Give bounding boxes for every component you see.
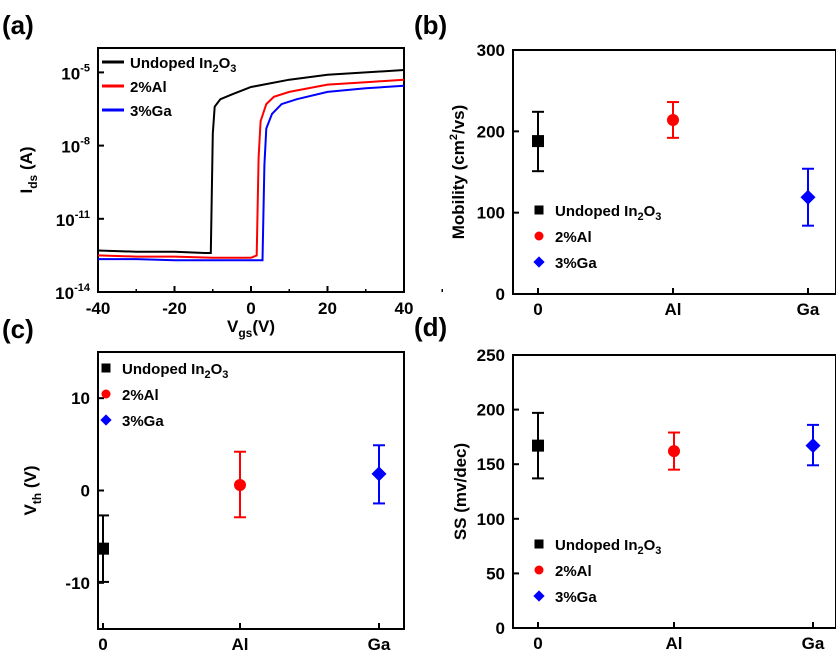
series-line-2 xyxy=(98,84,405,262)
x-tick-label: -40 xyxy=(86,299,111,318)
x-axis-title: Vgs(V) xyxy=(227,317,275,340)
x-tick-label: -20 xyxy=(162,299,187,318)
y-tick-label: 10-8 xyxy=(61,136,90,157)
y-tick-label: 300 xyxy=(477,41,505,60)
y-tick-label: 100 xyxy=(477,204,505,223)
legend-marker xyxy=(101,363,111,373)
y-tick-label: 250 xyxy=(477,346,505,365)
data-point xyxy=(667,113,679,126)
legend-label: 2%Al xyxy=(555,563,592,580)
panel-c: (c) -10 0 10 0 Al Ga Vth (V) Undoped In2O3 2%Al 3%… xyxy=(2,314,405,654)
legend-label: 3%Ga xyxy=(555,255,597,272)
x-tick-label: Ga xyxy=(802,634,825,653)
data-point xyxy=(97,542,109,555)
x-tick-label: Ga xyxy=(368,635,391,654)
x-tick-label: 0 xyxy=(533,634,542,653)
legend-label: 3%Ga xyxy=(122,413,164,430)
x-tick-label: Al xyxy=(665,300,682,319)
data-point xyxy=(234,478,246,491)
legend-marker xyxy=(533,256,545,268)
legend-marker xyxy=(101,389,111,399)
x-tick-label: 0 xyxy=(533,300,542,319)
panel-label: (a) xyxy=(2,10,34,40)
x-tick-label: Al xyxy=(232,635,249,654)
plot-frame xyxy=(512,49,836,295)
legend-label: Undoped In2O3 xyxy=(122,361,228,381)
y-tick-label: 100 xyxy=(477,510,505,529)
legend-label: Undoped In2O3 xyxy=(555,537,661,557)
panel-b: (b) 0 100 200 300 0 Al Ga Mobility (cm2/vs) Undop… xyxy=(414,10,836,319)
series-line-0 xyxy=(97,69,405,254)
x-tick-label: Al xyxy=(666,634,683,653)
y-axis-title: Ids (A) xyxy=(17,146,40,193)
data-point xyxy=(532,439,544,452)
data-point xyxy=(532,135,544,148)
legend-label: 3%Ga xyxy=(555,589,597,606)
y-tick-label: 200 xyxy=(477,122,505,141)
data-point xyxy=(668,445,680,458)
legend-marker xyxy=(534,539,544,549)
data-point xyxy=(805,438,821,454)
panel-a: (a) -40 -20 0 20 40 10-5 10-8 10-11 10-14 Vgs(V) Id… xyxy=(2,10,443,340)
x-tick-label: 40 xyxy=(395,299,414,318)
legend-marker xyxy=(534,205,544,215)
panel-label: (b) xyxy=(414,10,447,40)
panel-label: (d) xyxy=(414,312,447,342)
plot-frame xyxy=(512,354,836,629)
panel-d: (d) 0 50 100 150 200 250 0 Al Ga SS (mv/dec) Undope… xyxy=(414,312,836,653)
y-tick-label: -10 xyxy=(65,574,90,593)
y-tick-label: 0 xyxy=(496,619,505,638)
y-axis-title: SS (mv/dec) xyxy=(451,443,470,540)
y-tick-label: 50 xyxy=(486,564,505,583)
x-tick-label: 0 xyxy=(98,635,107,654)
x-tick-label: 0 xyxy=(246,299,255,318)
legend-label: 2%Al xyxy=(130,79,167,96)
legend-label: 2%Al xyxy=(555,229,592,246)
x-tick-label: Ga xyxy=(797,300,820,319)
legend-label: Undoped In2O3 xyxy=(555,203,661,223)
legend-marker xyxy=(100,414,112,426)
y-tick-label: 10-5 xyxy=(61,62,90,83)
legend-label: 3%Ga xyxy=(130,103,172,120)
legend-label: Undoped In2O3 xyxy=(130,55,236,75)
y-axis-title: Vth (V) xyxy=(21,465,44,515)
y-tick-label: 10-11 xyxy=(56,209,90,230)
data-point xyxy=(371,466,387,482)
y-tick-label: 0 xyxy=(496,285,505,304)
series-line-1 xyxy=(97,78,405,259)
y-tick-label: 150 xyxy=(477,455,505,474)
legend-marker xyxy=(534,565,544,575)
legend-marker xyxy=(534,231,544,241)
y-tick-label: 10-14 xyxy=(55,282,91,303)
legend-marker xyxy=(533,590,545,602)
y-axis-title: Mobility (cm2/vs) xyxy=(448,105,468,240)
y-tick-label: 200 xyxy=(477,401,505,420)
y-tick-label: 0 xyxy=(81,482,90,501)
data-point xyxy=(800,189,816,205)
y-tick-label: 10 xyxy=(71,389,90,408)
panel-label: (c) xyxy=(2,314,34,344)
x-tick-label: 20 xyxy=(318,299,337,318)
legend-label: 2%Al xyxy=(122,387,159,404)
